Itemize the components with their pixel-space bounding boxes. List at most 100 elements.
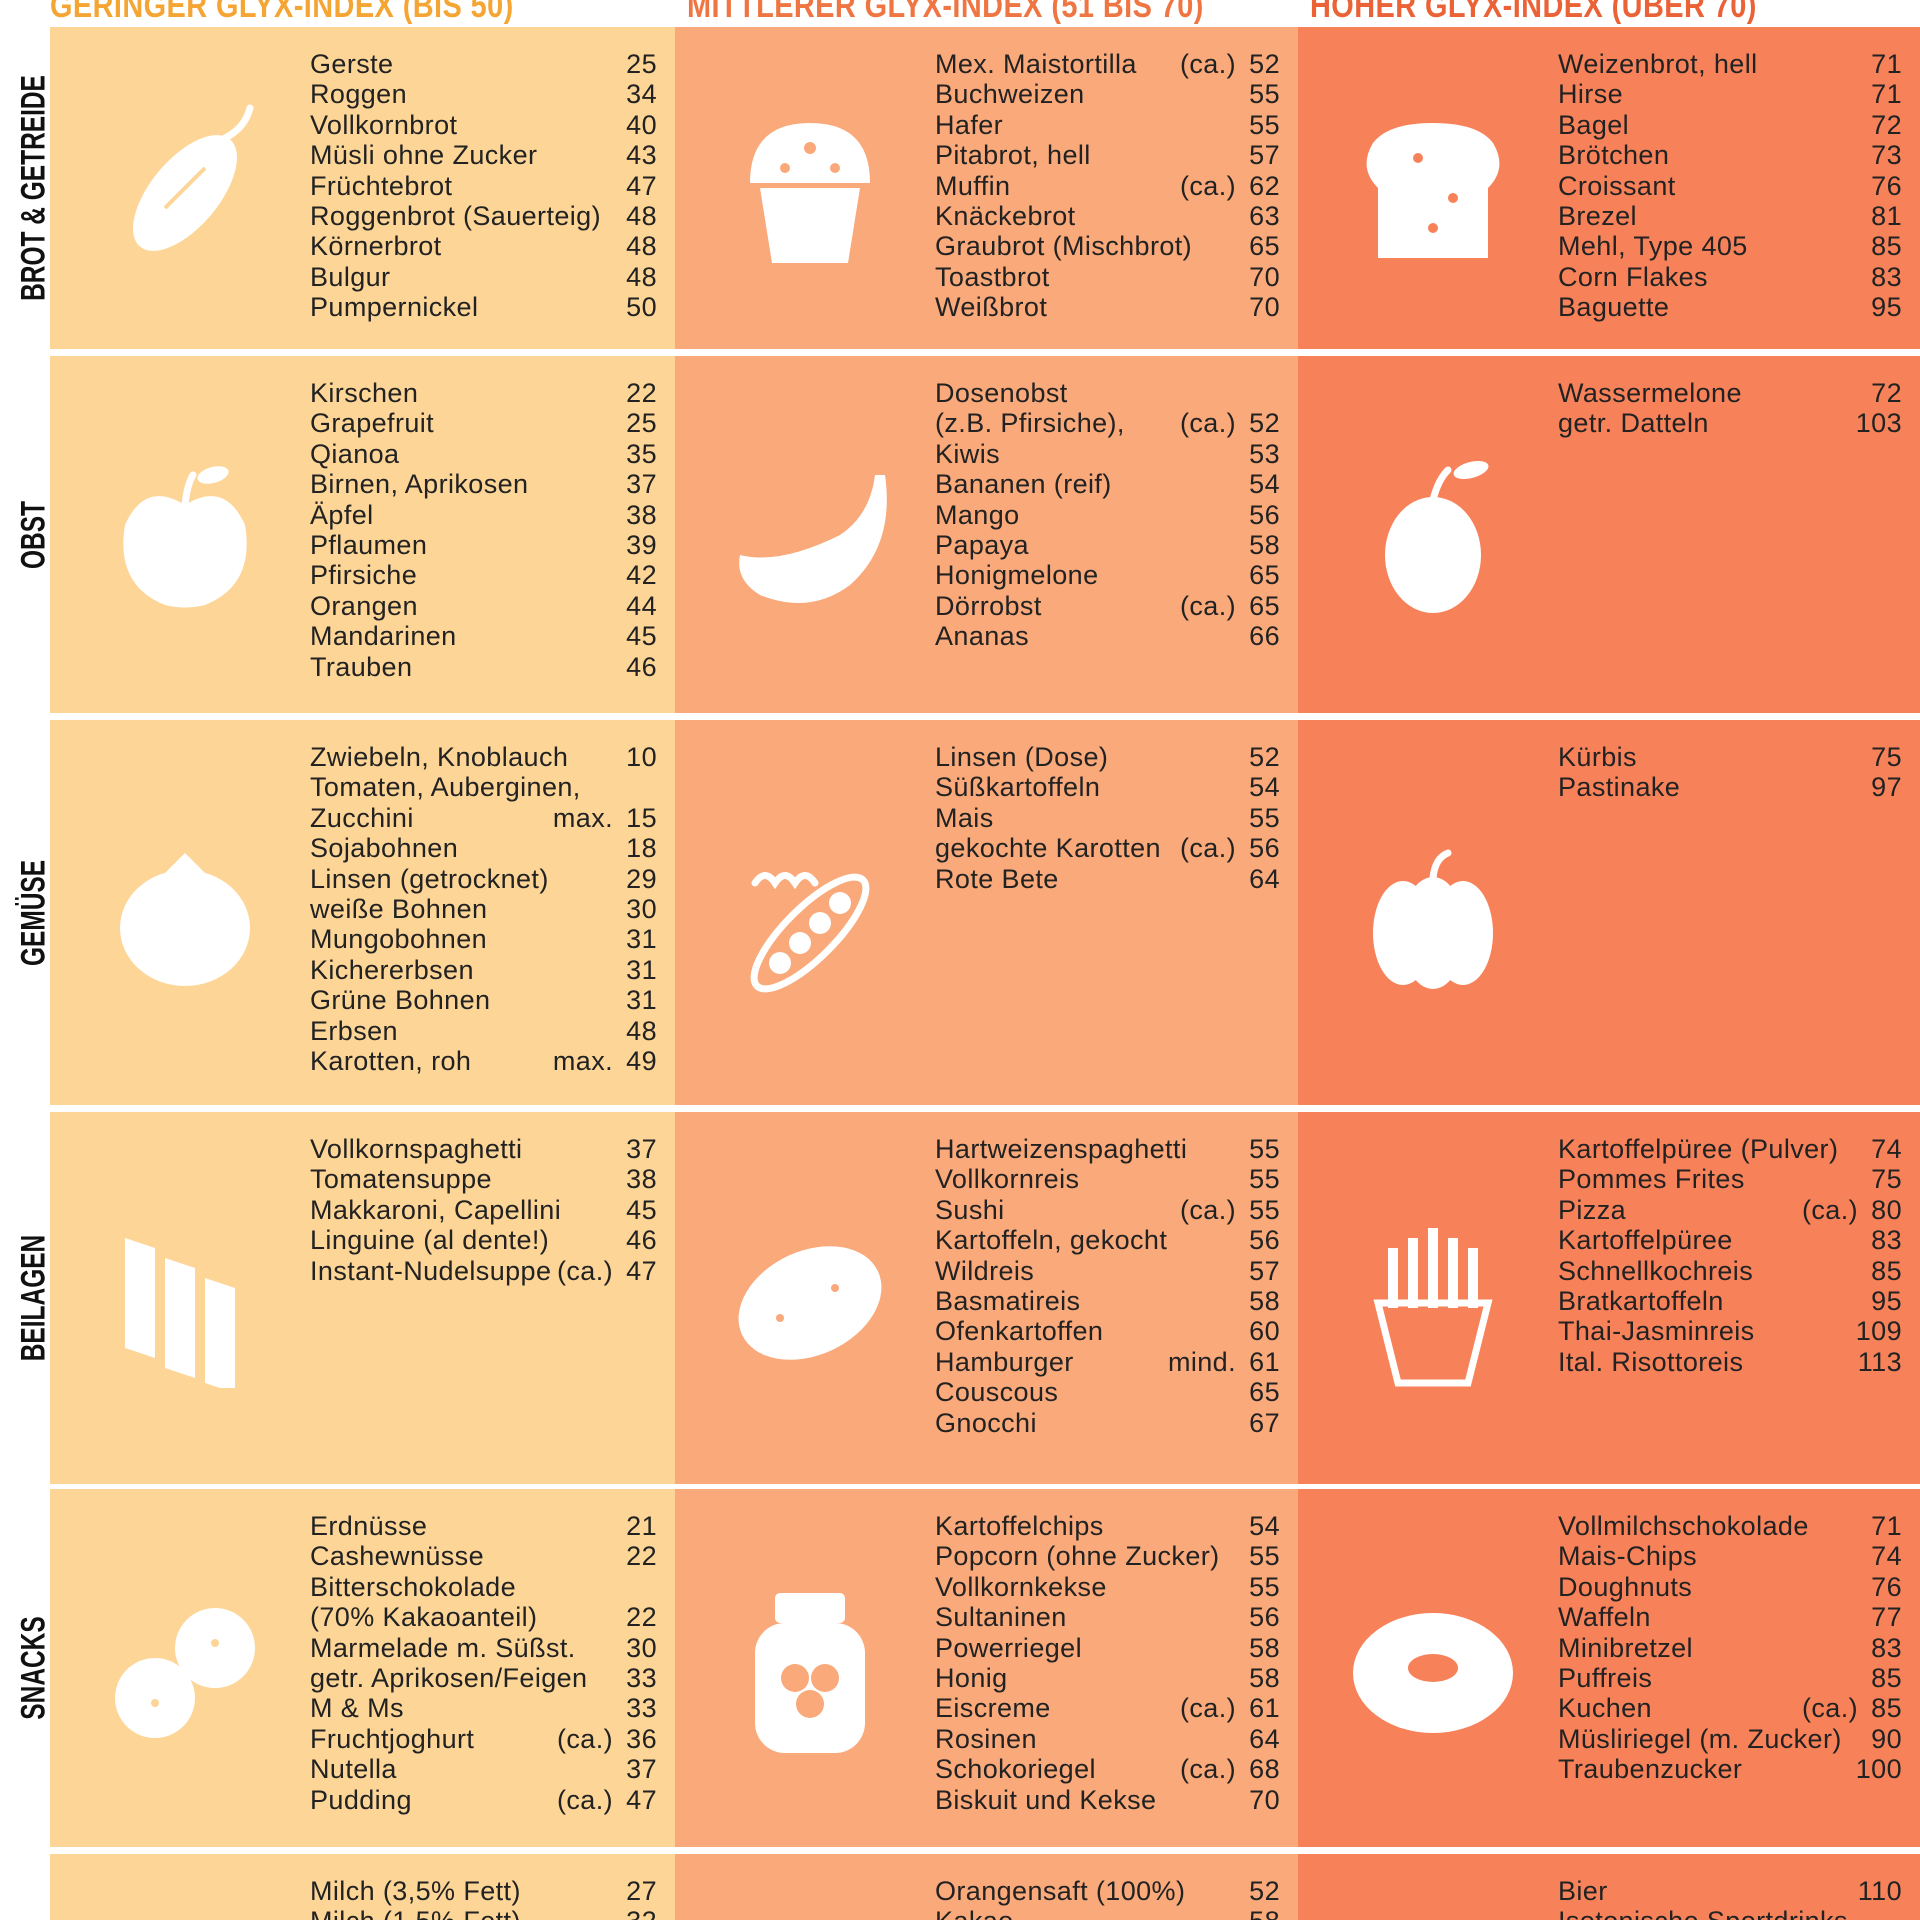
table-cell: Mex. Maistortilla (ca.) 52 Buchweizen 55 Hafe… bbox=[675, 27, 1298, 349]
item-name: Dörrobst bbox=[935, 590, 1042, 621]
item-value: 55 bbox=[1249, 109, 1280, 140]
item-name: Croissant bbox=[1558, 170, 1676, 201]
table-cell: Hartweizenspaghetti 55 Vollkornreis 55 Sushi… bbox=[675, 1112, 1298, 1484]
table-cell: Dosenobst (z.B. Pfirsiche), (ca.) 52 Kiwis 53… bbox=[675, 356, 1298, 713]
item-row: Eiscreme (ca.) 61 bbox=[935, 1693, 1280, 1723]
table-cell: Bier 110Isotonische Sportdrinks bbox=[1298, 1854, 1920, 1920]
item-row: Linsen (getrocknet) 29 bbox=[310, 864, 657, 894]
item-name: Isotonische Sportdrinks bbox=[1558, 1906, 1902, 1920]
item-name: Weizenbrot, hell bbox=[1558, 49, 1758, 79]
item-row: Hamburger mind. 61 bbox=[935, 1347, 1280, 1377]
item-value: 22 bbox=[626, 1602, 657, 1633]
item-row: Baguette 95 bbox=[1558, 292, 1902, 322]
item-value: 66 bbox=[1249, 621, 1280, 652]
table-cell: Wassermelone 72 getr. Datteln 103 bbox=[1298, 356, 1920, 713]
item-row: Vollmilchschokolade 71 bbox=[1558, 1511, 1902, 1541]
item-row: Früchtebrot 47 bbox=[310, 171, 657, 201]
item-name: Marmelade m. Süßst. bbox=[310, 1632, 576, 1663]
item-value: 22 bbox=[626, 1541, 657, 1572]
item-row: Orangen 44 bbox=[310, 591, 657, 621]
item-name: Traubenzucker bbox=[1558, 1754, 1743, 1785]
table-cell: Kürbis 75 Pastinake 97 bbox=[1298, 720, 1920, 1105]
item-value: 90 bbox=[1871, 1723, 1902, 1754]
item-row: (70% Kakaoanteil) 22 bbox=[310, 1602, 657, 1632]
item-qualifier: mind. bbox=[1167, 1346, 1236, 1377]
item-value: 55 bbox=[1249, 1194, 1280, 1225]
item-value: 61 bbox=[1249, 1693, 1280, 1724]
item-row: Kartoffelpüree 83 bbox=[1558, 1225, 1902, 1255]
item-name: Mais bbox=[935, 802, 994, 833]
item-row: Muffin (ca.) 62 bbox=[935, 171, 1280, 201]
item-name: Fruchtjoghurt bbox=[310, 1723, 475, 1754]
item-name: Graubrot (Mischbrot) bbox=[935, 231, 1193, 262]
item-row: Milch (1,5% Fett)32 bbox=[310, 1906, 657, 1920]
item-name: Kartoffelpüree (Pulver) bbox=[1558, 1134, 1839, 1164]
item-value: 31 bbox=[626, 954, 657, 985]
item-value: 75 bbox=[1871, 742, 1902, 772]
item-name: Waffeln bbox=[1558, 1602, 1651, 1633]
item-name: Puffreis bbox=[1558, 1663, 1653, 1693]
item-name: Kichererbsen bbox=[310, 954, 474, 985]
item-name: Mandarinen bbox=[310, 621, 457, 652]
item-row: Linguine (al dente!) 46 bbox=[310, 1225, 657, 1255]
item-row: Bitterschokolade bbox=[310, 1572, 657, 1602]
column-header: GERINGER GLYX-INDEX (BIS 50) bbox=[50, 0, 514, 25]
item-value: 76 bbox=[1871, 170, 1902, 201]
item-name: Erbsen bbox=[310, 1015, 398, 1046]
item-name: Linguine (al dente!) bbox=[310, 1225, 550, 1256]
item-row: Tomatensuppe 38 bbox=[310, 1164, 657, 1194]
item-row: Pastinake 97 bbox=[1558, 772, 1902, 802]
item-row: Kakao58 bbox=[935, 1906, 1280, 1920]
item-value: 64 bbox=[1249, 863, 1280, 894]
item-value: 44 bbox=[626, 590, 657, 621]
item-value: 31 bbox=[626, 985, 657, 1016]
item-row: Waffeln 77 bbox=[1558, 1602, 1902, 1632]
item-name: (z.B. Pfirsiche), bbox=[935, 408, 1125, 439]
item-value: 56 bbox=[1249, 1225, 1280, 1256]
item-name: Honig bbox=[935, 1663, 1008, 1693]
item-name: gekochte Karotten bbox=[935, 833, 1161, 864]
item-value: 58 bbox=[1249, 1663, 1280, 1693]
item-value: 58 bbox=[1249, 1632, 1280, 1663]
item-name: Hamburger bbox=[935, 1346, 1074, 1377]
item-name: Ital. Risottoreis bbox=[1558, 1346, 1744, 1377]
item-name: Basmatireis bbox=[935, 1286, 1081, 1316]
item-name: Mungobohnen bbox=[310, 924, 488, 955]
item-qualifier: (ca.) bbox=[557, 1784, 613, 1815]
item-row: Cashewnüsse 22 bbox=[310, 1541, 657, 1571]
item-row: Pfirsiche 42 bbox=[310, 560, 657, 590]
item-name: Nutella bbox=[310, 1754, 397, 1785]
item-row: Gerste 25 bbox=[310, 49, 657, 79]
item-value: 52 bbox=[1249, 742, 1280, 772]
item-row: Vollkornbrot 40 bbox=[310, 110, 657, 140]
item-row: Buchweizen 55 bbox=[935, 79, 1280, 109]
item-row: Süßkartoffeln 54 bbox=[935, 772, 1280, 802]
column-header: HOHER GLYX-INDEX (ÜBER 70) bbox=[1310, 0, 1757, 25]
item-name: Tomatensuppe bbox=[310, 1164, 492, 1195]
item-row: Grapefruit 25 bbox=[310, 408, 657, 438]
item-name: Pumpernickel bbox=[310, 292, 479, 323]
item-value: 53 bbox=[1249, 438, 1280, 469]
item-value: 65 bbox=[1249, 560, 1280, 591]
item-name: Zwiebeln, Knoblauch bbox=[310, 742, 569, 772]
item-value: 54 bbox=[1249, 469, 1280, 500]
food-icon bbox=[750, 123, 870, 263]
item-value: 43 bbox=[626, 140, 657, 171]
item-name: Sultaninen bbox=[935, 1602, 1067, 1633]
item-name: Weißbrot bbox=[935, 292, 1048, 323]
item-row: Vollkornreis 55 bbox=[935, 1164, 1280, 1194]
item-name: Sojabohnen bbox=[310, 833, 459, 864]
item-name: Roggen bbox=[310, 79, 407, 110]
item-value: 22 bbox=[626, 378, 657, 408]
item-name: Milch (1,5% Fett) bbox=[310, 1906, 657, 1920]
item-name: Bratkartoffeln bbox=[1558, 1286, 1724, 1316]
item-value: 63 bbox=[1249, 201, 1280, 231]
item-row: Kartoffelpüree (Pulver) 74 bbox=[1558, 1134, 1902, 1164]
item-row: Makkaroni, Capellini 45 bbox=[310, 1195, 657, 1225]
table-cell: Gerste 25 Roggen 34 Vollkornbrot 40 Müsli ohne… bbox=[50, 27, 675, 349]
item-row: Pitabrot, hell 57 bbox=[935, 140, 1280, 170]
item-name: Buchweizen bbox=[935, 79, 1085, 110]
item-row: Hartweizenspaghetti 55 bbox=[935, 1134, 1280, 1164]
item-value: 34 bbox=[626, 79, 657, 110]
item-value: 18 bbox=[626, 833, 657, 864]
